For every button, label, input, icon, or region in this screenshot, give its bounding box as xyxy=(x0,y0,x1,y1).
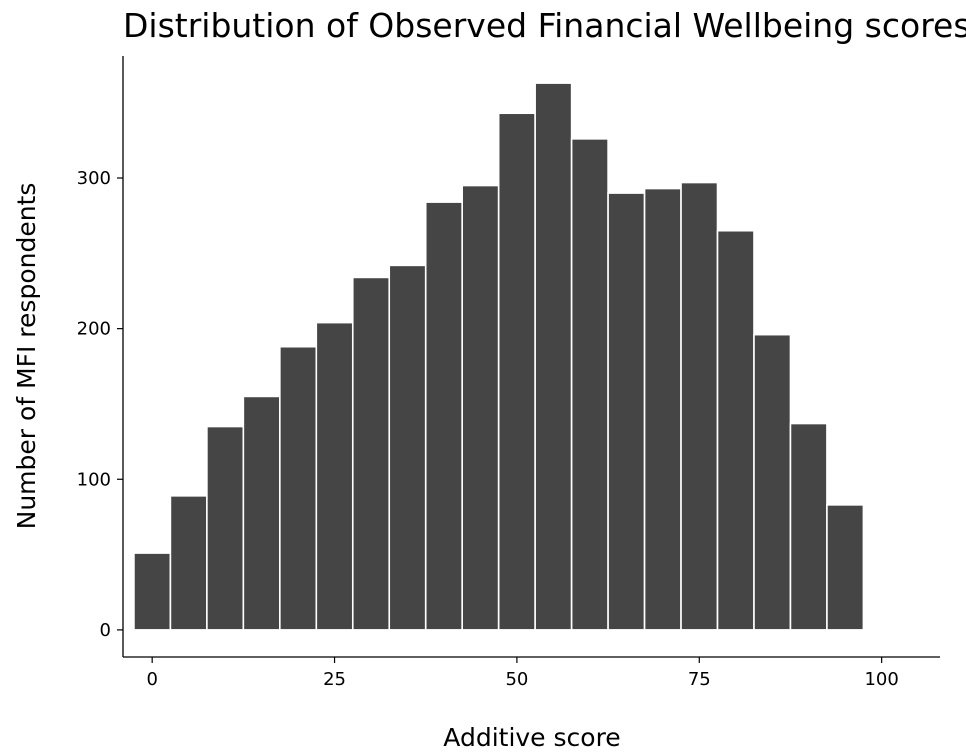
chart-title: Distribution of Observed Financial Wellb… xyxy=(123,6,966,45)
bar-65 xyxy=(607,192,646,631)
bar-45 xyxy=(461,184,500,631)
bar-10 xyxy=(206,425,245,631)
bar-90 xyxy=(789,422,828,631)
bar-15 xyxy=(242,395,281,631)
bar-35 xyxy=(388,264,427,631)
bar-50 xyxy=(497,112,536,631)
x-ticks-group: 0 25 50 75 100 xyxy=(146,657,899,690)
y-tick-label: 200 xyxy=(77,319,111,340)
y-axis-label: Number of MFI respondents xyxy=(12,183,41,530)
y-ticks-group: 0 100 200 300 xyxy=(77,168,123,641)
bars-group xyxy=(133,82,865,631)
y-tick-label: 300 xyxy=(77,168,111,189)
bar-30 xyxy=(351,276,391,631)
y-tick-label: 0 xyxy=(100,620,111,641)
bar-40 xyxy=(424,201,464,631)
bar-0 xyxy=(133,552,172,631)
bar-95 xyxy=(826,504,865,631)
x-tick-label: 75 xyxy=(688,669,711,690)
y-tick-label: 100 xyxy=(77,469,111,490)
x-tick-label: 25 xyxy=(323,669,346,690)
bar-20 xyxy=(279,345,318,631)
bar-75 xyxy=(680,181,719,631)
bar-25 xyxy=(315,321,354,631)
x-tick-label: 50 xyxy=(505,669,528,690)
x-axis-label: Additive score xyxy=(443,723,620,752)
bar-80 xyxy=(716,229,755,631)
bar-5 xyxy=(169,495,208,631)
bar-55 xyxy=(534,82,573,631)
x-tick-label: 100 xyxy=(864,669,898,690)
bar-70 xyxy=(643,187,682,631)
bar-85 xyxy=(753,333,792,631)
bar-60 xyxy=(570,138,609,631)
x-tick-label: 0 xyxy=(146,669,157,690)
